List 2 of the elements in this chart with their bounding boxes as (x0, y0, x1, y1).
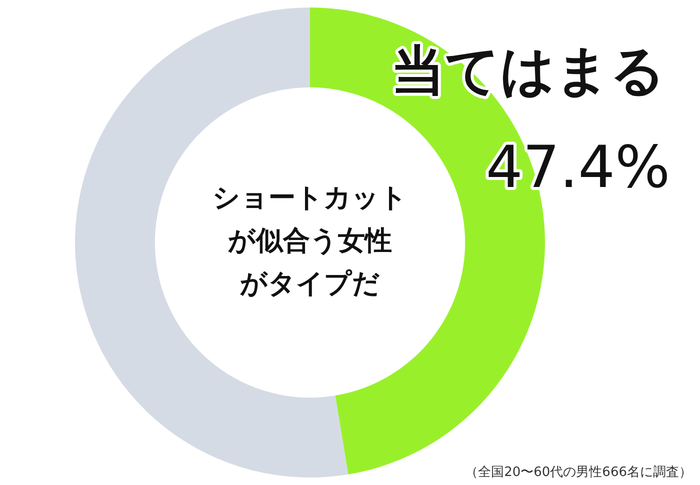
text: （全国20〜60代の男性666名に調査） (465, 464, 692, 481)
text: ショートカットが似合う女性がタイプだ (212, 182, 408, 300)
